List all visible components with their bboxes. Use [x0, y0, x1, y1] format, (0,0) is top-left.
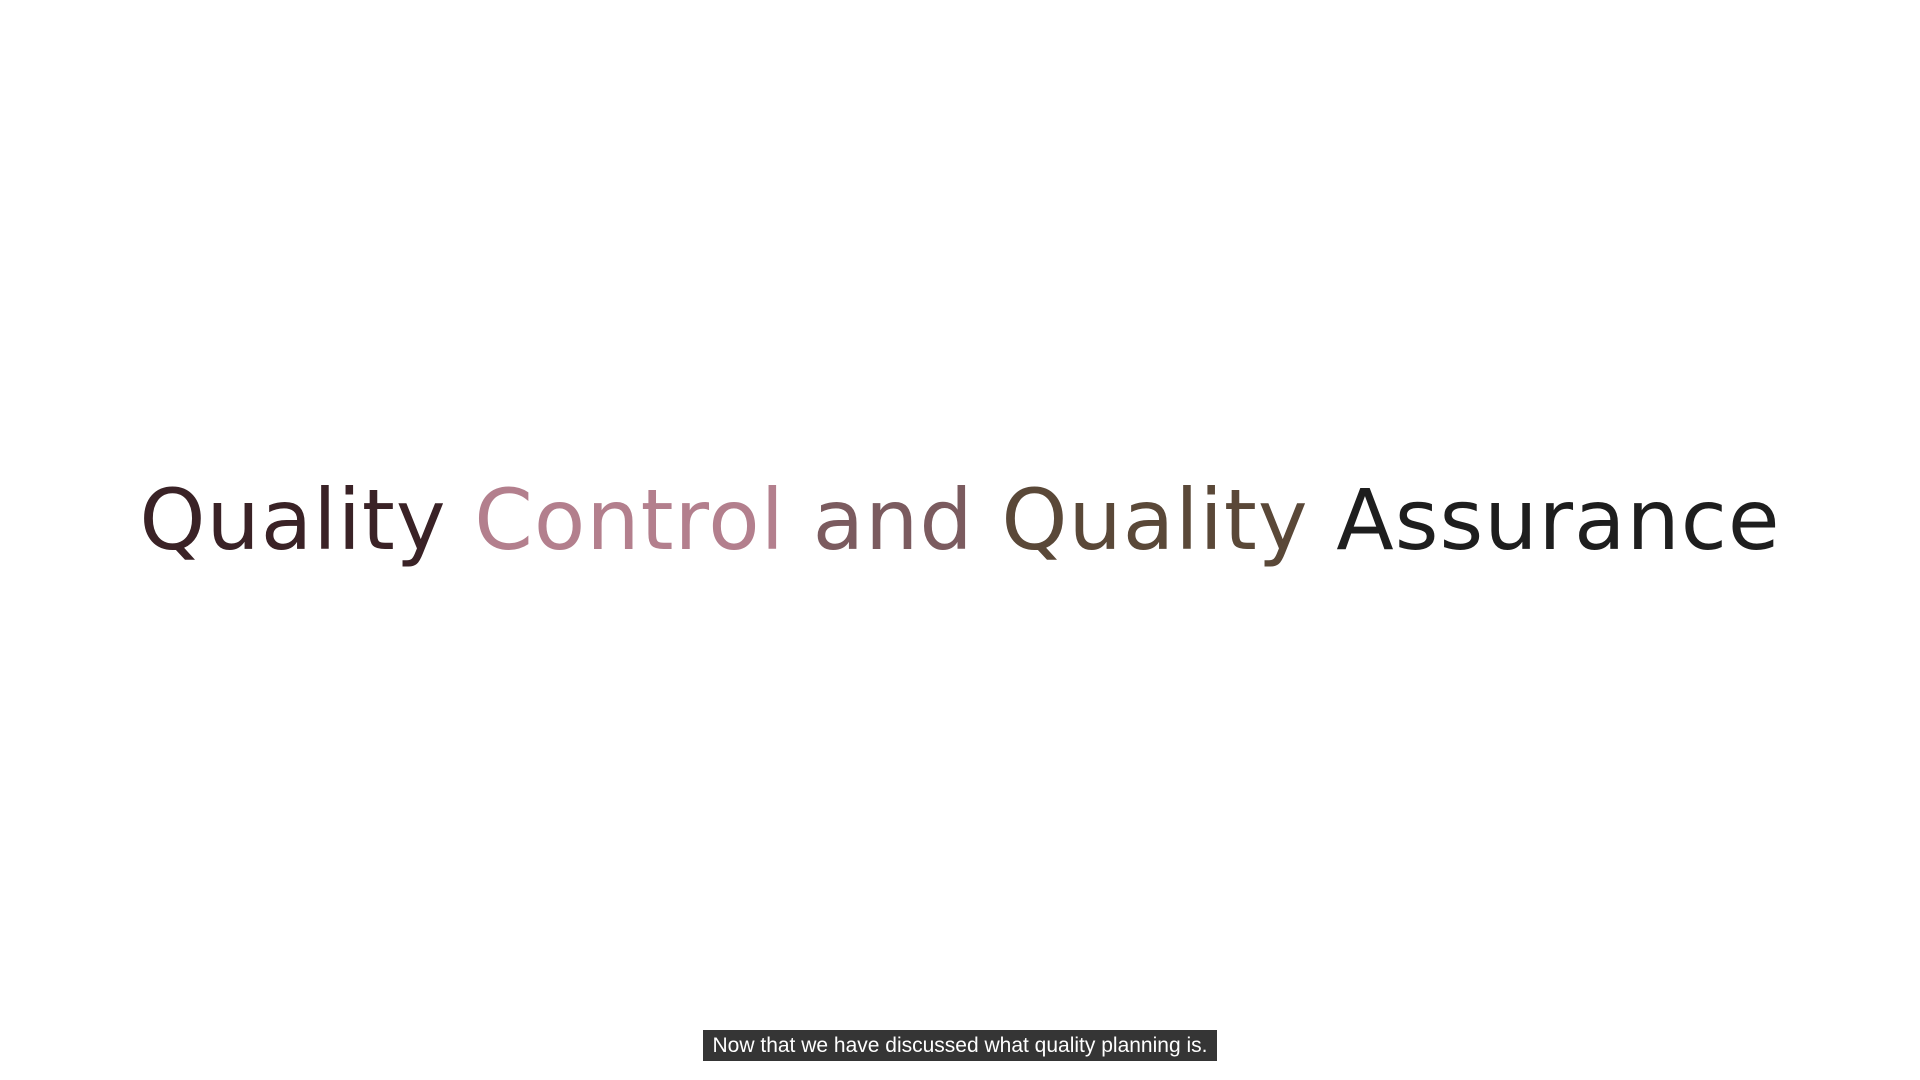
slide-title: Quality Control and Quality Assurance: [0, 470, 1920, 570]
caption-container: Now that we have discussed what quality …: [0, 1030, 1920, 1061]
title-word-control: Control: [474, 471, 785, 569]
subtitle-caption: Now that we have discussed what quality …: [702, 1030, 1218, 1061]
title-word-assurance: Assurance: [1336, 471, 1781, 569]
title-word-quality: Quality: [139, 471, 447, 569]
title-word-and: and: [812, 471, 974, 569]
title-word-quality-2: Quality: [1001, 471, 1309, 569]
